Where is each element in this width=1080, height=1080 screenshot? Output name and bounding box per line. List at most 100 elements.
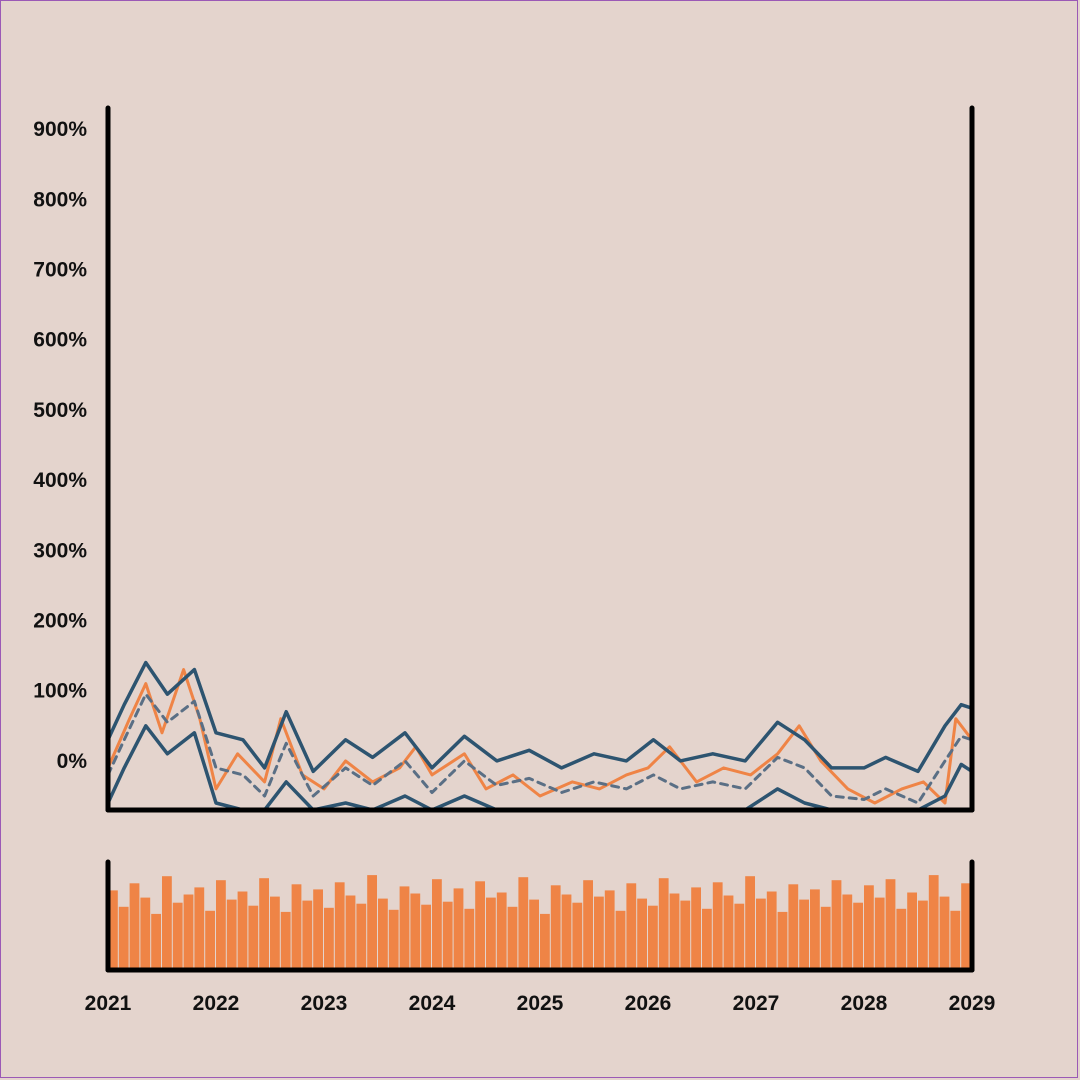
navigator-bar xyxy=(259,878,269,970)
y-tick-label: 100% xyxy=(33,680,87,703)
navigator-bar xyxy=(334,882,345,970)
x-tick-label: 2024 xyxy=(409,992,456,1015)
navigator-axes xyxy=(105,859,975,973)
navigator-bar xyxy=(194,887,205,970)
navigator-bar xyxy=(313,889,323,970)
navigator-bar xyxy=(918,900,928,970)
navigator-bar xyxy=(388,909,399,970)
upper-band-line xyxy=(108,660,972,774)
navigator-bar xyxy=(572,902,583,970)
main-line-chart: 0% 100% 200% 300% 400% 500% 600% 700% 80… xyxy=(33,105,975,813)
navigator-bar xyxy=(626,883,637,970)
navigator-bar xyxy=(151,913,161,970)
navigator-bar xyxy=(399,886,410,970)
navigator-bar xyxy=(820,906,831,970)
navigator-bar xyxy=(799,899,809,970)
navigator-bar xyxy=(529,899,539,970)
navigator-bar xyxy=(669,893,680,970)
navigator-bar xyxy=(745,876,755,970)
navigator-bar xyxy=(183,894,194,970)
navigator-bar xyxy=(788,884,799,970)
navigator-bar xyxy=(248,905,259,970)
y-tick-label: 900% xyxy=(33,118,87,141)
navigator-bar xyxy=(658,878,669,970)
navigator-bar xyxy=(432,879,442,970)
navigator-bar xyxy=(777,911,788,970)
bars-layer xyxy=(108,875,971,970)
x-tick-label: 2022 xyxy=(193,992,240,1015)
navigator-bar xyxy=(853,902,863,970)
navigator-bar xyxy=(162,876,172,970)
navigator-bar xyxy=(648,905,658,970)
y-tick-label: 200% xyxy=(33,609,87,632)
navigator-bar xyxy=(637,898,647,970)
navigator-bar xyxy=(756,898,766,970)
y-tick-label: 400% xyxy=(33,469,87,492)
navigator-bar xyxy=(108,890,118,970)
navigator-bar xyxy=(540,913,550,970)
series-layer xyxy=(108,660,972,810)
navigator-bar xyxy=(518,877,529,970)
navigator-bar xyxy=(615,910,626,970)
navigator-bar xyxy=(831,880,842,970)
y-tick-label: 800% xyxy=(33,188,87,211)
navigator-bar xyxy=(496,892,507,970)
navigator-bar xyxy=(864,885,874,970)
navigator-bar xyxy=(226,899,237,970)
navigator-bar xyxy=(734,903,745,970)
main-axes xyxy=(105,105,975,813)
navigator-bar xyxy=(507,906,518,970)
navigator-bar xyxy=(885,879,896,970)
navigator-bar xyxy=(583,880,593,970)
navigator-bar xyxy=(874,897,885,970)
navigator-bar xyxy=(810,889,820,970)
navigator-bar xyxy=(723,895,734,970)
navigator-bar xyxy=(129,883,140,970)
navigator-bar xyxy=(766,891,777,970)
navigator-bar xyxy=(270,896,280,970)
y-tick-label: 500% xyxy=(33,399,87,422)
y-tick-label: 700% xyxy=(33,258,87,281)
x-tick-label: 2029 xyxy=(949,992,996,1015)
navigator-bar xyxy=(604,890,615,970)
navigator-bar xyxy=(691,887,701,970)
navigator-bar xyxy=(961,883,971,970)
navigator-bar xyxy=(280,911,291,970)
navigator-bar xyxy=(561,894,572,970)
navigator-bar xyxy=(302,900,313,970)
navigator-bar xyxy=(475,881,485,970)
navigator-bar xyxy=(356,903,367,970)
navigator-bar xyxy=(216,880,226,970)
navigator-bar xyxy=(237,891,248,970)
mean-line xyxy=(108,692,972,805)
navigator-bar xyxy=(939,896,950,970)
navigator-bar xyxy=(842,894,853,970)
navigator-bar xyxy=(453,888,464,970)
navigator-bar xyxy=(907,892,917,970)
navigator-bar xyxy=(950,910,961,970)
navigator-bar xyxy=(896,908,907,970)
navigator-bar xyxy=(928,875,939,970)
x-tick-label: 2026 xyxy=(625,992,672,1015)
navigator-bar xyxy=(291,884,302,970)
navigator-bar xyxy=(345,895,356,970)
navigator-bar xyxy=(486,897,496,970)
x-tick-labels: 2021 2022 2023 2024 2025 2026 2027 2028 … xyxy=(85,992,996,1015)
y-tick-label: 600% xyxy=(33,329,87,352)
navigator-bar xyxy=(118,906,129,970)
y-tick-label: 0% xyxy=(57,750,88,773)
navigator-bar xyxy=(410,893,421,970)
navigator-bar xyxy=(464,908,475,970)
y-tick-labels: 0% 100% 200% 300% 400% 500% 600% 700% 80… xyxy=(33,118,87,773)
x-tick-label: 2023 xyxy=(301,992,348,1015)
navigator-bar xyxy=(324,907,334,970)
navigator-bar xyxy=(550,885,561,970)
navigator-bar xyxy=(140,897,151,970)
x-tick-label: 2025 xyxy=(517,992,564,1015)
navigator-bar xyxy=(421,904,431,970)
navigator-bar xyxy=(205,910,215,970)
navigator-bar xyxy=(172,902,183,970)
navigator-bar xyxy=(367,875,377,970)
